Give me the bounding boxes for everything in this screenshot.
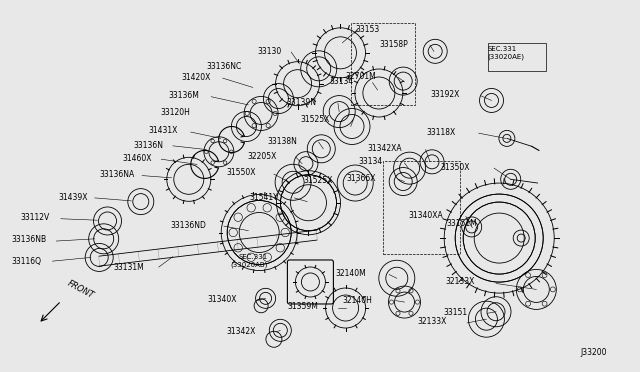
Text: 33118X: 33118X (426, 128, 456, 137)
Text: 31460X: 31460X (123, 154, 152, 163)
Text: 33116Q: 33116Q (12, 257, 42, 266)
Text: 31541Y: 31541Y (250, 193, 278, 202)
Text: 31431X: 31431X (148, 126, 178, 135)
Text: 33138N: 33138N (268, 137, 298, 146)
Text: 32133X: 32133X (417, 317, 447, 326)
Text: 33134: 33134 (358, 157, 383, 166)
Text: 33136NC: 33136NC (207, 62, 242, 71)
Text: 33136ND: 33136ND (170, 221, 206, 230)
Text: J33200: J33200 (580, 348, 607, 357)
Text: 32140M: 32140M (335, 269, 366, 278)
Text: 31420X: 31420X (182, 73, 211, 82)
Text: 31350X: 31350X (441, 163, 470, 172)
Text: 33136NA: 33136NA (99, 170, 134, 179)
Text: 33192X: 33192X (430, 90, 460, 99)
Text: 31525X: 31525X (303, 176, 333, 185)
Text: 33112V: 33112V (20, 214, 50, 222)
Text: 31342XA: 31342XA (367, 144, 402, 153)
Text: SEC.331
(33020AE): SEC.331 (33020AE) (488, 46, 525, 60)
Text: 33158P: 33158P (380, 40, 408, 49)
Text: 31340X: 31340X (207, 295, 237, 304)
Text: 31439X: 31439X (59, 193, 88, 202)
FancyBboxPatch shape (488, 44, 546, 71)
Text: 32133X: 32133X (445, 278, 475, 286)
Text: 33136N: 33136N (133, 141, 163, 150)
Text: 32205X: 32205X (247, 152, 276, 161)
Text: 33139N: 33139N (287, 98, 317, 107)
Text: 33131M: 33131M (113, 263, 144, 272)
Text: 31340XA: 31340XA (408, 211, 443, 219)
Text: 31342X: 31342X (227, 327, 256, 336)
Text: FRONT: FRONT (67, 278, 96, 300)
Text: 32140H: 32140H (342, 296, 372, 305)
Text: 33153: 33153 (355, 25, 380, 34)
Text: 31550X: 31550X (227, 169, 256, 177)
Text: 32701M: 32701M (346, 72, 376, 81)
Text: 31366X: 31366X (347, 174, 376, 183)
Text: 31359M: 31359M (288, 302, 319, 311)
Text: 31525X: 31525X (300, 115, 330, 124)
Text: 33136M: 33136M (169, 92, 200, 100)
Text: 33120H: 33120H (161, 108, 191, 117)
Text: 33130: 33130 (257, 47, 282, 56)
Text: 33151M: 33151M (446, 219, 477, 228)
Text: 33136NB: 33136NB (11, 235, 46, 244)
Text: 33134: 33134 (329, 77, 353, 86)
Text: SEC.331
(33020AB): SEC.331 (33020AB) (230, 254, 268, 268)
Text: 33151: 33151 (443, 308, 467, 317)
